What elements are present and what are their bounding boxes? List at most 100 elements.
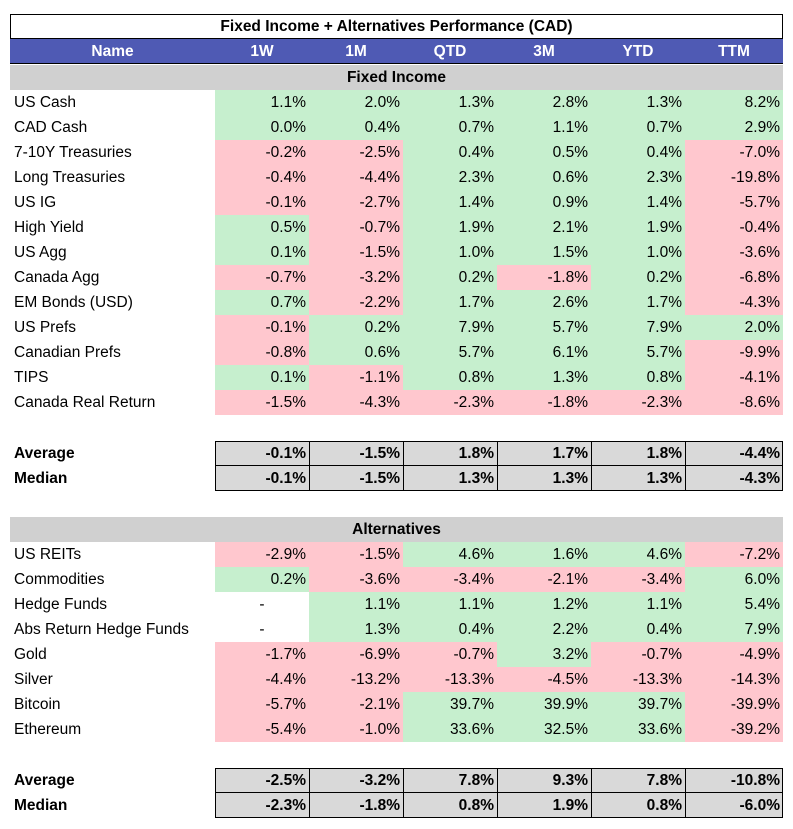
header-3m[interactable]: 3M bbox=[497, 39, 591, 64]
cell-3m[interactable]: 0.6% bbox=[497, 165, 591, 190]
cell-1m[interactable]: 1.1% bbox=[309, 592, 403, 617]
cell-3m[interactable]: 0.9% bbox=[497, 190, 591, 215]
summary-cell-3m[interactable]: 1.3% bbox=[497, 466, 591, 491]
cell-3m[interactable]: -4.5% bbox=[497, 667, 591, 692]
summary-cell-1m[interactable]: -1.8% bbox=[309, 793, 403, 818]
cell-1w[interactable]: 0.0% bbox=[215, 115, 309, 140]
summary-cell-ttm[interactable]: -6.0% bbox=[685, 793, 783, 818]
cell-3m[interactable]: 1.3% bbox=[497, 365, 591, 390]
cell-1m[interactable]: -2.2% bbox=[309, 290, 403, 315]
cell-qtd[interactable]: 1.7% bbox=[403, 290, 497, 315]
summary-cell-3m[interactable]: 1.9% bbox=[497, 793, 591, 818]
cell-3m[interactable]: -1.8% bbox=[497, 265, 591, 290]
row-name[interactable]: Commodities bbox=[14, 571, 105, 588]
cell-1w[interactable]: -2.9% bbox=[215, 542, 309, 567]
cell-ttm[interactable]: 2.0% bbox=[685, 315, 783, 340]
row-name[interactable]: Abs Return Hedge Funds bbox=[14, 621, 189, 638]
cell-3m[interactable]: 1.5% bbox=[497, 240, 591, 265]
summary-cell-ttm[interactable]: -4.4% bbox=[685, 441, 783, 466]
cell-1m[interactable]: -2.7% bbox=[309, 190, 403, 215]
cell-1w[interactable]: 0.1% bbox=[215, 365, 309, 390]
cell-1w[interactable]: -0.1% bbox=[215, 315, 309, 340]
cell-ttm[interactable]: -4.3% bbox=[685, 290, 783, 315]
cell-ttm[interactable]: -39.9% bbox=[685, 692, 783, 717]
cell-qtd[interactable]: -3.4% bbox=[403, 567, 497, 592]
header-qtd[interactable]: QTD bbox=[403, 39, 497, 64]
cell-ttm[interactable]: -0.4% bbox=[685, 215, 783, 240]
cell-qtd[interactable]: 1.0% bbox=[403, 240, 497, 265]
cell-ttm[interactable]: 8.2% bbox=[685, 90, 783, 115]
cell-3m[interactable]: 1.6% bbox=[497, 542, 591, 567]
header-ttm[interactable]: TTM bbox=[685, 39, 783, 64]
cell-3m[interactable]: 6.1% bbox=[497, 340, 591, 365]
cell-ttm[interactable]: -7.2% bbox=[685, 542, 783, 567]
cell-ttm[interactable]: -6.8% bbox=[685, 265, 783, 290]
cell-qtd[interactable]: 0.2% bbox=[403, 265, 497, 290]
cell-1w[interactable]: -0.8% bbox=[215, 340, 309, 365]
summary-cell-1m[interactable]: -3.2% bbox=[309, 768, 403, 793]
cell-3m[interactable]: 39.9% bbox=[497, 692, 591, 717]
cell-ttm[interactable]: 7.9% bbox=[685, 617, 783, 642]
cell-qtd[interactable]: 0.7% bbox=[403, 115, 497, 140]
cell-ytd[interactable]: 33.6% bbox=[591, 717, 685, 742]
cell-ytd[interactable]: 1.0% bbox=[591, 240, 685, 265]
cell-qtd[interactable]: 1.4% bbox=[403, 190, 497, 215]
cell-ttm[interactable]: -4.1% bbox=[685, 365, 783, 390]
cell-ttm[interactable]: -4.9% bbox=[685, 642, 783, 667]
cell-1w[interactable]: 0.1% bbox=[215, 240, 309, 265]
cell-qtd[interactable]: 1.3% bbox=[403, 90, 497, 115]
cell-ytd[interactable]: 1.7% bbox=[591, 290, 685, 315]
summary-cell-ytd[interactable]: 1.3% bbox=[591, 466, 685, 491]
cell-ttm[interactable]: -39.2% bbox=[685, 717, 783, 742]
summary-cell-1w[interactable]: -2.5% bbox=[215, 768, 309, 793]
cell-1w[interactable]: 1.1% bbox=[215, 90, 309, 115]
cell-1m[interactable]: -4.4% bbox=[309, 165, 403, 190]
row-name[interactable]: Hedge Funds bbox=[14, 596, 108, 613]
cell-ytd[interactable]: 1.3% bbox=[591, 90, 685, 115]
cell-qtd[interactable]: 1.9% bbox=[403, 215, 497, 240]
cell-1m[interactable]: -2.1% bbox=[309, 692, 403, 717]
row-name[interactable]: CAD Cash bbox=[14, 119, 88, 136]
row-name[interactable]: Bitcoin bbox=[14, 696, 61, 713]
cell-ttm[interactable]: -7.0% bbox=[685, 140, 783, 165]
row-name[interactable]: Canada Agg bbox=[14, 269, 100, 286]
cell-3m[interactable]: -2.1% bbox=[497, 567, 591, 592]
cell-qtd[interactable]: 33.6% bbox=[403, 717, 497, 742]
cell-1w[interactable]: -0.7% bbox=[215, 265, 309, 290]
cell-qtd[interactable]: 7.9% bbox=[403, 315, 497, 340]
cell-qtd[interactable]: 0.8% bbox=[403, 365, 497, 390]
cell-1m[interactable]: 2.0% bbox=[309, 90, 403, 115]
row-name[interactable]: Canada Real Return bbox=[14, 394, 156, 411]
cell-ytd[interactable]: 0.4% bbox=[591, 140, 685, 165]
summary-cell-1m[interactable]: -1.5% bbox=[309, 441, 403, 466]
cell-qtd[interactable]: 1.1% bbox=[403, 592, 497, 617]
cell-3m[interactable]: 1.1% bbox=[497, 115, 591, 140]
cell-qtd[interactable]: 2.3% bbox=[403, 165, 497, 190]
cell-1m[interactable]: -3.2% bbox=[309, 265, 403, 290]
summary-cell-qtd[interactable]: 7.8% bbox=[403, 768, 497, 793]
cell-3m[interactable]: -1.8% bbox=[497, 390, 591, 415]
cell-ytd[interactable]: 5.7% bbox=[591, 340, 685, 365]
cell-qtd[interactable]: 0.4% bbox=[403, 140, 497, 165]
cell-ttm[interactable]: -3.6% bbox=[685, 240, 783, 265]
row-name[interactable]: US Agg bbox=[14, 244, 67, 261]
cell-qtd[interactable]: 0.4% bbox=[403, 617, 497, 642]
summary-cell-1m[interactable]: -1.5% bbox=[309, 466, 403, 491]
summary-cell-ttm[interactable]: -4.3% bbox=[685, 466, 783, 491]
cell-1m[interactable]: -1.0% bbox=[309, 717, 403, 742]
cell-3m[interactable]: 32.5% bbox=[497, 717, 591, 742]
summary-cell-3m[interactable]: 9.3% bbox=[497, 768, 591, 793]
cell-3m[interactable]: 1.2% bbox=[497, 592, 591, 617]
row-name[interactable]: Gold bbox=[14, 646, 47, 663]
cell-qtd[interactable]: -2.3% bbox=[403, 390, 497, 415]
summary-cell-1w[interactable]: -0.1% bbox=[265, 470, 307, 487]
cell-1m[interactable]: -13.2% bbox=[309, 667, 403, 692]
cell-ytd[interactable]: 0.2% bbox=[591, 265, 685, 290]
cell-1w[interactable]: 0.2% bbox=[215, 567, 309, 592]
cell-1m[interactable]: -4.3% bbox=[309, 390, 403, 415]
cell-1w[interactable]: -0.2% bbox=[215, 140, 309, 165]
cell-ytd[interactable]: 1.9% bbox=[591, 215, 685, 240]
cell-3m[interactable]: 5.7% bbox=[497, 315, 591, 340]
cell-1m[interactable]: -6.9% bbox=[309, 642, 403, 667]
row-name[interactable]: Canadian Prefs bbox=[14, 344, 121, 361]
